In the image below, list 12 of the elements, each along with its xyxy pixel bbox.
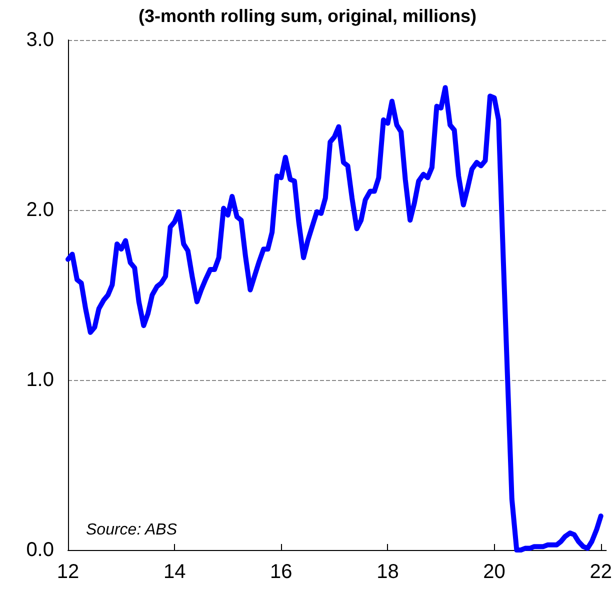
y-tick-label: 2.0 [26, 199, 54, 221]
x-tick-label: 16 [270, 561, 292, 583]
x-tick-label: 20 [483, 561, 506, 583]
x-tick-label: 12 [56, 561, 80, 583]
x-tick-label: 22 [590, 561, 612, 583]
y-tick-label: 3.0 [26, 29, 54, 51]
chart-title: (3-month rolling sum, original, millions) [138, 6, 477, 26]
y-tick-label: 1.0 [26, 369, 54, 391]
y-tick-label: 0.0 [26, 539, 54, 561]
x-tick-label: 18 [376, 561, 399, 583]
annotation: Source: ABS [86, 522, 178, 538]
x-tick-label: 14 [163, 561, 186, 583]
